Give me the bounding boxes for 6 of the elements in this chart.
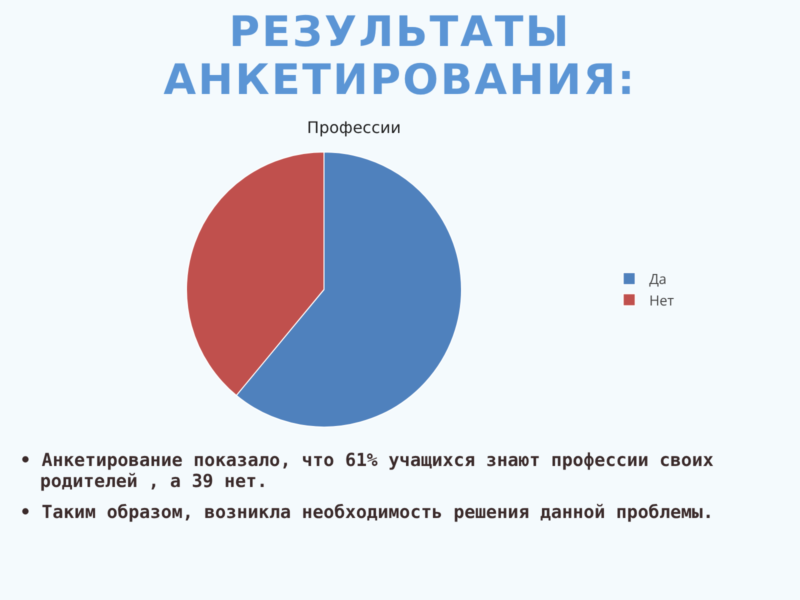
text: • Таким образом, возникла необходимость решения данной проблемы.: [20, 502, 715, 523]
legend-label: Нет: [649, 291, 674, 310]
chart-title: РЕЗУЛЬТАТЫ АНКЕТИРОВАНИЯ:: [162, 7, 638, 105]
chart-subtitle: Профессии: [307, 118, 401, 137]
legend-label: Да: [649, 270, 667, 290]
text: • Анкетирование показало, что 61% учащихся знают профессии своих родителей , а 39 нет.: [20, 450, 715, 492]
